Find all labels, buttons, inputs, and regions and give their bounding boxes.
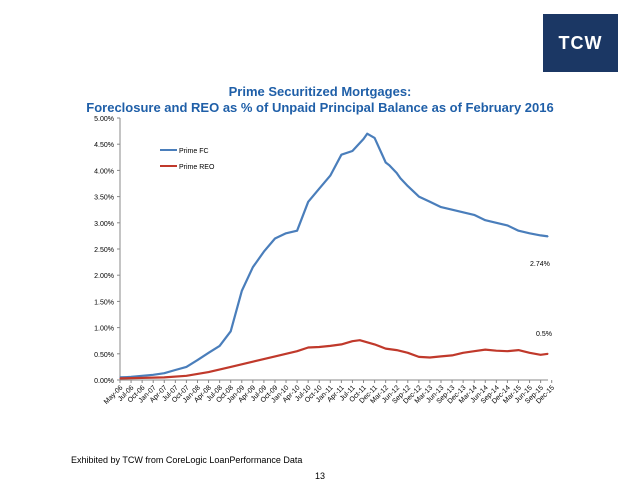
- data-point-prime-fc: [219, 345, 221, 347]
- data-point-prime-reo: [351, 340, 354, 342]
- data-point-prime-fc: [547, 235, 549, 238]
- data-point-prime-fc: [230, 330, 232, 332]
- chart-subtitle: Foreclosure and REO as % of Unpaid Princ…: [86, 100, 554, 115]
- data-point-prime-reo: [547, 353, 549, 355]
- data-point-prime-fc: [528, 232, 531, 234]
- logo-text: TCW: [558, 32, 603, 53]
- data-point-prime-fc: [296, 230, 298, 232]
- data-point-prime-fc: [399, 177, 402, 179]
- data-point-prime-reo: [207, 371, 210, 373]
- data-point-prime-reo: [396, 349, 398, 351]
- legend-label: Prime REO: [179, 164, 215, 171]
- data-point-prime-fc: [274, 237, 276, 240]
- data-point-prime-reo: [451, 354, 453, 356]
- data-point-prime-fc: [407, 185, 409, 187]
- y-tick-label: 3.00%: [94, 221, 114, 228]
- tcw-logo: TCW: [543, 14, 618, 72]
- data-point-prime-fc: [174, 369, 176, 371]
- data-point-prime-fc: [418, 196, 420, 198]
- y-tick-label: 2.00%: [94, 273, 114, 280]
- data-point-prime-fc: [252, 266, 254, 268]
- data-point-prime-reo: [484, 349, 486, 351]
- y-tick-label: 4.00%: [94, 168, 114, 175]
- data-point-prime-reo: [418, 356, 420, 358]
- data-point-prime-fc: [540, 234, 542, 236]
- data-point-prime-fc: [163, 372, 165, 374]
- data-point-prime-reo: [429, 356, 431, 359]
- data-point-prime-fc: [396, 172, 398, 174]
- data-point-prime-fc: [351, 150, 354, 152]
- data-point-prime-reo: [185, 375, 188, 377]
- data-point-prime-fc: [506, 224, 509, 227]
- data-point-prime-fc: [241, 290, 243, 292]
- data-point-prime-fc: [517, 230, 520, 232]
- data-point-prime-fc: [495, 222, 497, 224]
- data-point-prime-fc: [362, 138, 365, 140]
- data-point-prime-reo: [462, 352, 464, 354]
- data-point-prime-reo: [163, 376, 165, 378]
- data-point-prime-fc: [196, 359, 199, 361]
- data-point-prime-reo: [296, 350, 298, 352]
- data-point-prime-reo: [318, 346, 320, 348]
- data-point-prime-reo: [230, 366, 232, 368]
- data-point-prime-fc: [451, 209, 453, 211]
- y-tick-label: 2.50%: [94, 247, 114, 254]
- data-point-prime-reo: [119, 377, 121, 380]
- data-point-prime-fc: [385, 161, 387, 164]
- y-tick-label: 5.00%: [94, 116, 114, 123]
- data-point-prime-fc: [440, 206, 442, 208]
- y-tick-label: 1.00%: [94, 326, 114, 333]
- data-point-prime-reo: [274, 355, 276, 358]
- data-point-prime-fc: [429, 201, 431, 203]
- source-note: Exhibited by TCW from CoreLogic LoanPerf…: [71, 455, 303, 465]
- data-point-prime-fc: [152, 374, 154, 376]
- data-point-prime-fc: [373, 137, 376, 139]
- data-point-prime-fc: [141, 375, 143, 377]
- data-point-prime-fc: [462, 211, 464, 213]
- data-point-prime-fc: [484, 219, 486, 221]
- data-point-prime-reo: [385, 347, 387, 350]
- data-point-prime-fc: [329, 175, 331, 177]
- data-point-prime-reo: [329, 345, 331, 347]
- data-point-prime-reo: [141, 377, 143, 379]
- data-point-prime-reo: [495, 350, 497, 352]
- data-point-prime-fc: [207, 352, 210, 354]
- data-point-prime-fc: [473, 214, 475, 216]
- data-point-prime-fc: [307, 201, 309, 203]
- data-point-prime-fc: [366, 133, 368, 135]
- data-point-prime-fc: [318, 188, 320, 190]
- data-point-prime-fc: [285, 232, 287, 234]
- data-point-prime-fc: [340, 154, 342, 156]
- y-tick-label: 3.50%: [94, 195, 114, 202]
- legend-label: Prime FC: [179, 148, 209, 155]
- page-number: 13: [314, 471, 325, 481]
- data-point-prime-fc: [263, 251, 265, 253]
- series-line-prime-reo: [119, 339, 549, 380]
- data-point-prime-reo: [528, 352, 531, 354]
- end-value-annotation: 2.74%: [530, 261, 550, 268]
- data-point-prime-fc: [388, 164, 390, 166]
- data-point-prime-reo: [440, 355, 442, 358]
- data-point-prime-reo: [506, 350, 509, 352]
- end-value-annotation: 0.5%: [536, 331, 552, 338]
- y-tick-label: 1.50%: [94, 299, 114, 306]
- y-tick-label: 0.50%: [94, 352, 114, 359]
- data-point-prime-reo: [359, 339, 361, 341]
- data-point-prime-reo: [517, 349, 520, 351]
- y-tick-label: 0.00%: [94, 378, 114, 385]
- chart-title: Prime Securitized Mortgages:: [228, 84, 412, 99]
- data-point-prime-reo: [340, 343, 342, 345]
- data-point-prime-reo: [473, 350, 475, 352]
- data-point-prime-reo: [307, 346, 309, 349]
- data-point-prime-fc: [185, 366, 188, 368]
- data-point-prime-reo: [407, 352, 409, 354]
- data-point-prime-reo: [540, 354, 542, 356]
- data-point-prime-reo: [373, 343, 376, 345]
- y-tick-label: 4.50%: [94, 142, 114, 149]
- data-point-prime-reo: [252, 361, 254, 363]
